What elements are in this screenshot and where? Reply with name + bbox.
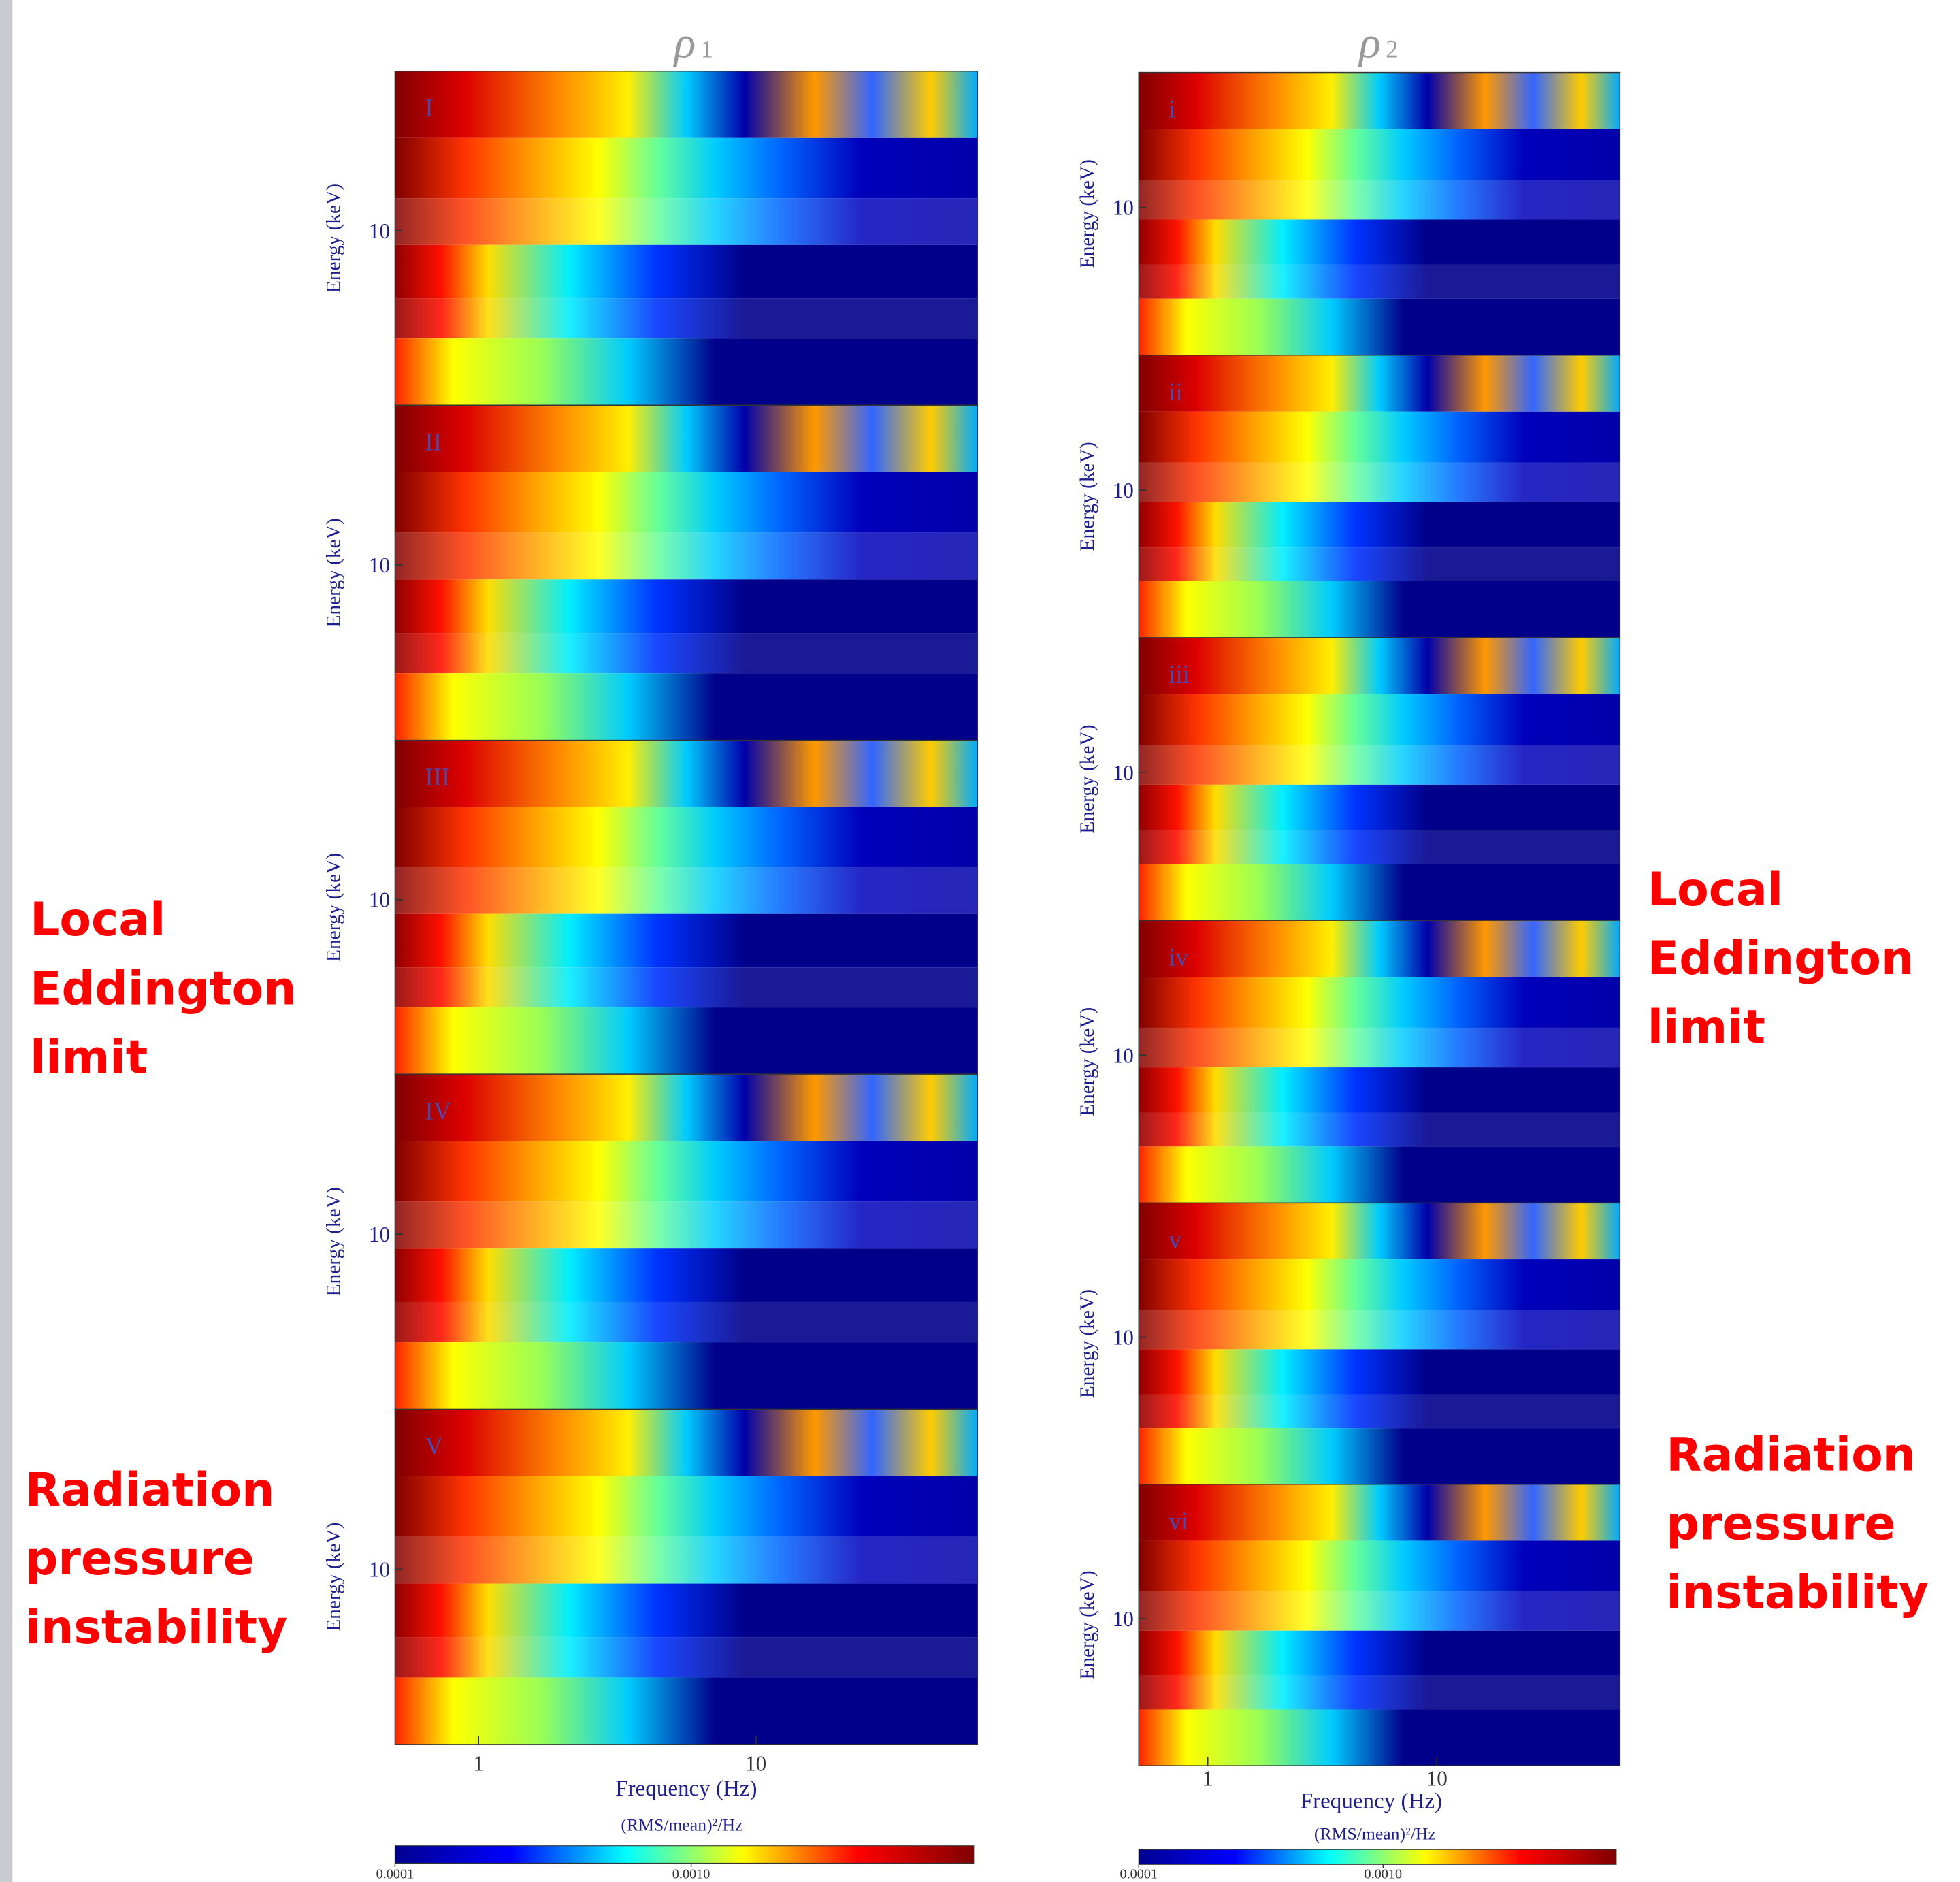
annotation-line: pressure [25, 1532, 255, 1586]
panel-label: iv [1169, 943, 1188, 971]
y-tick-label: 10 [1113, 196, 1134, 220]
heatmap [395, 740, 978, 1075]
annotation-line: pressure [1666, 1497, 1895, 1551]
colorbar-label: (RMS/mean)²/Hz [1314, 1824, 1436, 1844]
y-tick-label: 10 [1113, 1043, 1134, 1067]
colorbar-tick-label: 0.0010 [1365, 1866, 1403, 1881]
colorbar-tick-label: 0.0010 [672, 1866, 710, 1881]
colorbar [394, 1845, 975, 1864]
panel-label: II [425, 427, 441, 455]
annotation-line: Radiation [1666, 1429, 1916, 1482]
colorbar-label: (RMS/mean)²/Hz [621, 1815, 742, 1835]
annotation-line: Local [30, 893, 165, 947]
y-tick-label: 10 [1113, 478, 1134, 502]
colorbar [1138, 1849, 1617, 1865]
x-tick-label: 10 [745, 1751, 766, 1775]
colorbar-tick-label: 0.0001 [1120, 1866, 1158, 1881]
panel-label: I [425, 94, 433, 122]
annotation-line: Eddington [1648, 932, 1914, 986]
x-tick-label: 10 [1426, 1767, 1448, 1791]
panel-frame [394, 1408, 979, 1745]
annotation-line: Eddington [30, 962, 297, 1016]
window-edge [0, 0, 13, 1882]
y-tick-label: 10 [369, 219, 390, 243]
y-axis-label: Energy (keV) [1077, 1570, 1098, 1679]
x-axis-label: Frequency (Hz) [1301, 1789, 1442, 1814]
annotation-line: instability [1666, 1566, 1929, 1620]
panel-label: vi [1169, 1507, 1188, 1535]
heatmap [1139, 1203, 1620, 1484]
panel-label: v [1169, 1226, 1181, 1254]
panel-label: III [425, 763, 450, 791]
heatmap [395, 405, 978, 741]
annotation-line: instability [25, 1601, 288, 1655]
title-subscript: 2 [1386, 35, 1398, 63]
heatmap [1139, 1484, 1620, 1766]
y-tick-label: 10 [369, 553, 390, 577]
panel-label: ii [1169, 378, 1182, 406]
heatmap [1139, 72, 1620, 355]
annotation-line: Local [1648, 863, 1783, 917]
panel-label: iii [1169, 660, 1190, 688]
x-axis-label: Frequency (Hz) [615, 1776, 757, 1801]
annotation-line: limit [30, 1031, 148, 1084]
annotation-line: limit [1648, 1001, 1765, 1054]
panel-label: i [1169, 95, 1175, 123]
heatmap [395, 1074, 978, 1410]
x-tick-label: 1 [473, 1751, 484, 1775]
y-tick-label: 10 [369, 888, 390, 912]
y-tick-label: 10 [369, 1557, 390, 1581]
x-tick-label: 1 [1203, 1767, 1213, 1791]
panel-label: V [425, 1432, 443, 1460]
y-axis-label: Energy (keV) [323, 518, 345, 627]
heatmap [1139, 637, 1620, 921]
y-axis-label: Energy (keV) [1077, 724, 1098, 833]
annotation-line: Radiation [25, 1463, 275, 1517]
y-tick-label: 10 [1113, 1326, 1134, 1350]
y-axis-label: Energy (keV) [1077, 1007, 1098, 1116]
y-axis-label: Energy (keV) [323, 184, 345, 293]
heatmap [1139, 920, 1620, 1203]
y-axis-label: Energy (keV) [323, 1523, 345, 1632]
heatmap [395, 71, 978, 406]
y-tick-label: 10 [1113, 761, 1134, 785]
y-axis-label: Energy (keV) [1077, 159, 1098, 268]
colorbar-tick-label: 0.0001 [376, 1866, 414, 1881]
panel-frame [1138, 1484, 1621, 1766]
title-subscript: 1 [701, 35, 713, 63]
title-symbol: ρ [673, 18, 696, 68]
title-symbol: ρ [1358, 18, 1381, 68]
heatmap [395, 1409, 978, 1745]
y-tick-label: 10 [369, 1222, 390, 1246]
y-axis-label: Energy (keV) [323, 1187, 345, 1296]
y-axis-label: Energy (keV) [323, 853, 345, 962]
heatmap [1139, 355, 1620, 638]
y-tick-label: 10 [1113, 1607, 1134, 1631]
y-axis-label: Energy (keV) [1077, 442, 1098, 551]
y-axis-label: Energy (keV) [1077, 1289, 1098, 1398]
panel-label: IV [425, 1097, 451, 1124]
